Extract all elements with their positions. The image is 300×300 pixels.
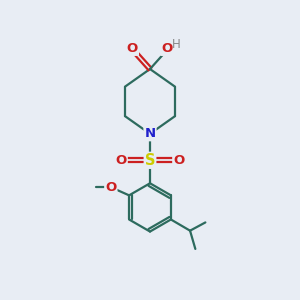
- Text: S: S: [145, 153, 155, 168]
- Text: O: O: [127, 42, 138, 55]
- Text: O: O: [173, 154, 184, 167]
- Text: N: N: [144, 127, 156, 140]
- Text: O: O: [161, 42, 172, 55]
- Text: O: O: [116, 154, 127, 167]
- Text: O: O: [105, 181, 116, 194]
- Text: H: H: [172, 38, 181, 51]
